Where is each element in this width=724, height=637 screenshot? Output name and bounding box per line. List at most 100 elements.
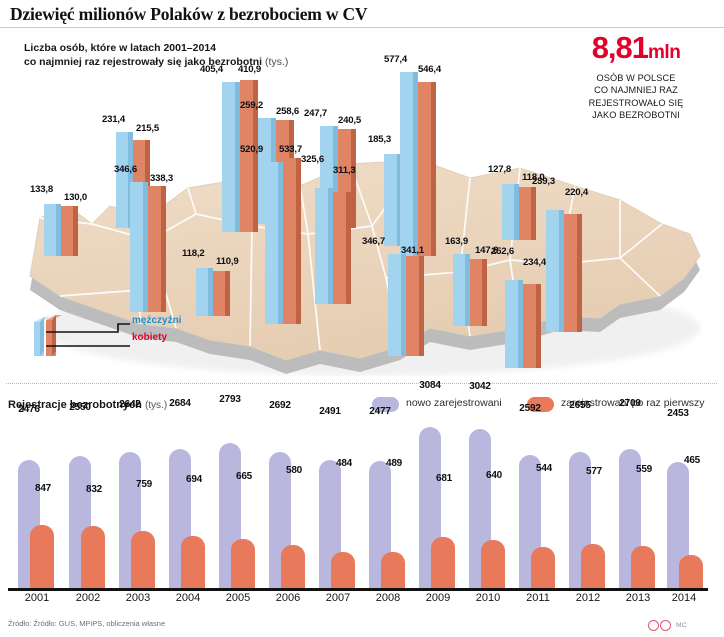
bar-value-male: 118,2 [182,248,205,259]
value-label-first: 489 [385,458,403,469]
bar-male [116,132,133,228]
year-column: 2709 559 2013 [615,398,667,604]
value-label-first: 640 [485,470,503,481]
bar-female [333,192,351,304]
legend-leader-lines [46,323,130,347]
bar-value-female: 338,3 [150,173,174,184]
x-axis-label: 2010 [475,592,501,604]
bar-male [400,72,418,256]
map-subtitle-line1: Liczba osób, które w latach 2001–2014 [24,42,217,54]
bar-value-male: 127,8 [488,164,512,175]
stat-caption-line2: CO NAJMNIEJ RAZ [594,85,678,96]
bar-first-registered [581,544,605,588]
bar-male [315,188,333,304]
value-label-first: 465 [683,455,701,466]
bar-first-registered [181,536,205,588]
x-axis-label: 2004 [175,592,201,604]
bar-female [283,158,301,324]
bar-first-registered [131,531,155,588]
map-bar-group: 163,9 147,6 [445,236,498,326]
map-legend: mężczyźni kobiety [32,310,232,360]
stat-caption-line1: OSÓB W POLSCE [596,73,676,83]
bar-male [546,210,564,332]
bar-female [519,187,536,240]
bar-first-registered [81,526,105,588]
creative-commons-icon [648,620,659,632]
value-label-first: 665 [235,471,253,482]
value-label-first: 681 [435,473,453,484]
bar-first-registered [481,540,505,588]
header-divider [0,27,724,28]
bar-value-female: 147,6 [475,245,499,256]
bar-female [240,80,258,232]
legend-chip-new [372,397,399,412]
bar-male [222,82,240,232]
year-column: 2550 832 2002 [65,402,117,604]
map-bar-group: 346,7 341,1 [362,236,424,356]
year-column: 2642 759 2003 [115,399,167,604]
value-label-new: 2592 [519,403,541,414]
bar-value-female: 311,3 [333,165,356,176]
map-bar-group: 577,4 546,4 [384,54,441,256]
legend-label-first: zarejestrowani po raz pierwszy [561,397,705,409]
stat-unit: mln [648,42,681,63]
value-label-new: 2684 [169,398,191,409]
header-bar: Dziewięć milionów Polaków z bezrobociem … [0,0,724,28]
value-label-first: 759 [135,479,153,490]
year-column: 2793 665 2005 [215,394,267,604]
value-label-first: 544 [535,463,553,474]
bar-female [523,284,541,368]
bar-value-male: 239,3 [532,176,556,187]
bar-first-registered [381,552,405,588]
x-axis-label: 2001 [24,592,50,604]
value-label-new: 2477 [369,406,391,417]
bar-first-registered [631,546,655,588]
bottom-chart-title-unit: (tys.) [144,400,168,411]
year-column: 2476 847 2001 [16,404,68,604]
bar-first-registered [30,525,54,588]
value-label-first: 694 [185,474,203,485]
bar-male [265,162,283,324]
highlight-stat: 8,81mln OSÓB W POLSCE CO NAJMNIEJ RAZ RE… [556,32,716,121]
bottom-chart-title: Rejestracje bezrobotnych (tys.) [8,399,167,411]
year-column: 2655 577 2012 [565,400,617,604]
value-label-first: 847 [34,483,52,494]
stat-value: 8,81 [591,30,649,65]
bar-first-registered [679,555,703,588]
bar-first-registered [231,539,255,588]
bar-value-female: 215,5 [136,123,160,134]
year-column: 3042 640 2010 [465,381,517,604]
value-label-new: 2793 [219,394,241,405]
x-axis-label: 2012 [575,592,601,604]
bar-first-registered [331,552,355,588]
bar-female [564,214,582,332]
bar-first-registered [531,547,555,588]
map-subtitle-line2: co najmniej raz rejestrowały się jako be… [24,55,263,68]
stat-caption: OSÓB W POLSCE CO NAJMNIEJ RAZ REJESTROWA… [556,72,716,121]
bar-value-male: 405,4 [200,64,224,75]
map-bar-group: 252,6 234,4 [491,246,546,368]
x-axis-label: 2007 [325,592,351,604]
bar-first-registered [281,545,305,588]
registrations-chart-section: Rejestracje bezrobotnych (tys.) nowo zar… [0,380,724,637]
x-axis-label: 2009 [425,592,451,604]
year-column: 2684 694 2004 [165,398,217,604]
year-column: 2477 489 2008 [365,406,417,604]
value-label-new: 2709 [619,398,641,409]
bar-male [196,268,213,316]
x-axis-label: 2002 [75,592,101,604]
bar-value-male: 185,3 [368,134,392,145]
value-label-new: 3084 [419,380,441,391]
bar-value-male: 231,4 [102,114,126,125]
x-axis-line [8,588,708,591]
value-label-new: 2655 [569,400,591,411]
x-axis-label: 2005 [225,592,251,604]
value-label-new: 2453 [667,408,689,419]
bar-value-male: 346,6 [114,164,138,175]
legend-label-male: mężczyźni [132,315,182,326]
bar-value-male: 247,7 [304,108,328,119]
year-column: 2491 484 2007 [315,406,367,604]
bar-male [505,280,523,368]
author-mark: MC [676,622,687,630]
x-axis-label: 2003 [125,592,151,604]
